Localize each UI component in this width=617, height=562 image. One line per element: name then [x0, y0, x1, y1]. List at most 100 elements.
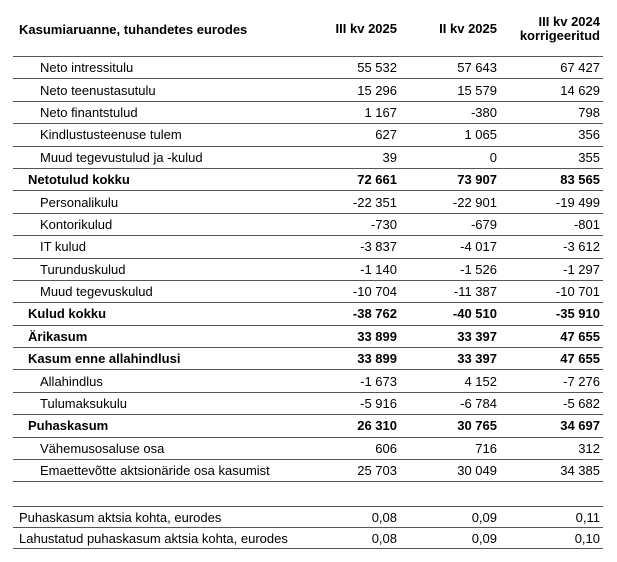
cell-value: -3 837 — [360, 239, 397, 255]
table-row: Allahindlus -1 673 4 152 -7 276 — [13, 370, 603, 393]
table-row: Neto intressitulu 55 532 57 643 67 427 — [13, 57, 603, 80]
cell-value: 627 — [375, 127, 397, 143]
cell-value: 33 899 — [357, 351, 397, 367]
cell-value: -19 499 — [555, 194, 600, 210]
table-row: Lahustatud puhaskasum aktsia kohta, euro… — [13, 528, 603, 550]
cell-value: -3 612 — [563, 239, 600, 255]
cell-value: 57 643 — [457, 60, 497, 76]
column-header-q3-2025: III kv 2025 — [335, 21, 397, 36]
table-row: Muud tegevustulud ja -kulud 39 0 355 — [13, 147, 603, 169]
cell-value: 34 385 — [560, 463, 600, 479]
table-row: Neto finantstulud 1 167 -380 798 — [13, 102, 603, 125]
cell-value: -38 762 — [352, 306, 397, 322]
row-label: Neto teenustasutulu — [40, 82, 156, 98]
cell-value: 33 397 — [457, 328, 497, 344]
cell-value: 67 427 — [560, 60, 600, 76]
cell-value: 1 167 — [364, 104, 397, 120]
table-row: Kontorikulud -730 -679 -801 — [13, 214, 603, 237]
row-label: Neto finantstulud — [40, 104, 138, 120]
cell-value: -1 526 — [460, 261, 497, 277]
row-label: Puhaskasum — [28, 418, 109, 434]
table-row: Vähemusosaluse osa 606 716 312 — [13, 438, 603, 461]
cell-value: 798 — [578, 104, 600, 120]
cell-value: -5 916 — [360, 396, 397, 412]
table-row: Kulud kokku -38 762 -40 510 -35 910 — [13, 303, 603, 326]
cell-value: 14 629 — [560, 82, 600, 98]
cell-value: 355 — [578, 149, 600, 165]
cell-value: 0,09 — [471, 530, 497, 546]
table-header-row: Kasumiaruanne, tuhandetes eurodes III kv… — [13, 0, 603, 57]
cell-value: 0 — [489, 149, 497, 165]
row-label: Kindlustusteenuse tulem — [40, 127, 182, 143]
table-body: Neto intressitulu 55 532 57 643 67 427 Neto … — [13, 57, 603, 483]
row-label: Neto intressitulu — [40, 60, 134, 76]
row-label: Tulumaksukulu — [40, 396, 127, 412]
cell-value: 15 579 — [457, 82, 497, 98]
cell-value: -4 017 — [460, 239, 497, 255]
cell-value: 83 565 — [560, 172, 600, 188]
cell-value: -380 — [470, 104, 497, 120]
cell-value: 73 907 — [457, 172, 497, 188]
cell-value: -22 351 — [352, 194, 397, 210]
cell-value: 30 049 — [457, 463, 497, 479]
cell-value: -1 673 — [360, 373, 397, 389]
cell-value: -40 510 — [452, 306, 497, 322]
per-share-section: Puhaskasum aktsia kohta, eurodes 0,08 0,09… — [13, 506, 603, 550]
income-statement-table: Kasumiaruanne, tuhandetes eurodes III kv… — [13, 0, 603, 550]
table-row: Turunduskulud -1 140 -1 526 -1 297 — [13, 259, 603, 281]
row-label: Vähemusosaluse osa — [40, 440, 165, 456]
cell-value: -679 — [470, 216, 497, 232]
table-row: Puhaskasum 26 310 30 765 34 697 — [13, 415, 603, 438]
row-label: Emaettevõtte aktsionäride osa kasumist — [40, 463, 270, 479]
row-label: Turunduskulud — [40, 261, 126, 277]
cell-value: 356 — [578, 127, 600, 143]
table-row: Personalikulu -22 351 -22 901 -19 499 — [13, 191, 603, 214]
cell-value: 0,09 — [471, 509, 497, 525]
cell-value: -11 387 — [453, 284, 497, 300]
cell-value: 25 703 — [357, 463, 397, 479]
cell-value: 33 397 — [457, 351, 497, 367]
cell-value: -730 — [370, 216, 397, 232]
cell-value: 0,08 — [371, 530, 397, 546]
row-label: Ärikasum — [28, 328, 88, 344]
cell-value: -10 704 — [352, 284, 397, 300]
cell-value: 15 296 — [357, 82, 397, 98]
cell-value: 312 — [578, 440, 600, 456]
cell-value: -7 276 — [563, 373, 600, 389]
row-label: Muud tegevuskulud — [40, 284, 153, 300]
table-row: Ärikasum 33 899 33 397 47 655 — [13, 326, 603, 349]
cell-value: 1 065 — [464, 127, 497, 143]
cell-value: 33 899 — [357, 328, 397, 344]
cell-value: 716 — [475, 440, 497, 456]
cell-value: -5 682 — [563, 396, 600, 412]
row-label: Personalikulu — [40, 194, 119, 210]
row-label: Allahindlus — [40, 373, 103, 389]
table-row: Tulumaksukulu -5 916 -6 784 -5 682 — [13, 393, 603, 416]
row-label: Kasum enne allahindlusi — [28, 351, 181, 367]
table-row: Kasum enne allahindlusi 33 899 33 397 47 65… — [13, 348, 603, 371]
cell-value: 26 310 — [357, 418, 397, 434]
cell-value: 34 697 — [560, 418, 600, 434]
column-header-q2-2025: II kv 2025 — [439, 21, 497, 36]
table-row: Netotulud kokku 72 661 73 907 83 565 — [13, 169, 603, 192]
row-label: Lahustatud puhaskasum aktsia kohta, euro… — [19, 530, 288, 546]
cell-value: 47 655 — [560, 328, 600, 344]
table-row: Neto teenustasutulu 15 296 15 579 14 629 — [13, 79, 603, 102]
row-label: Kontorikulud — [40, 216, 113, 232]
cell-value: -35 910 — [555, 306, 600, 322]
cell-value: 30 765 — [457, 418, 497, 434]
table-section-gap — [13, 482, 603, 506]
cell-value: 55 532 — [357, 60, 397, 76]
table-row: IT kulud -3 837 -4 017 -3 612 — [13, 236, 603, 259]
cell-value: -10 701 — [555, 284, 600, 300]
cell-value: -801 — [573, 216, 600, 232]
table-row: Emaettevõtte aktsionäride osa kasumist 25… — [13, 460, 603, 483]
cell-value: -1 297 — [563, 261, 600, 277]
row-label: IT kulud — [40, 239, 87, 255]
table-row: Kindlustusteenuse tulem 627 1 065 356 — [13, 124, 603, 147]
cell-value: 4 152 — [464, 373, 497, 389]
cell-value: -22 901 — [452, 194, 497, 210]
row-label: Kulud kokku — [28, 306, 107, 322]
cell-value: -6 784 — [460, 396, 497, 412]
